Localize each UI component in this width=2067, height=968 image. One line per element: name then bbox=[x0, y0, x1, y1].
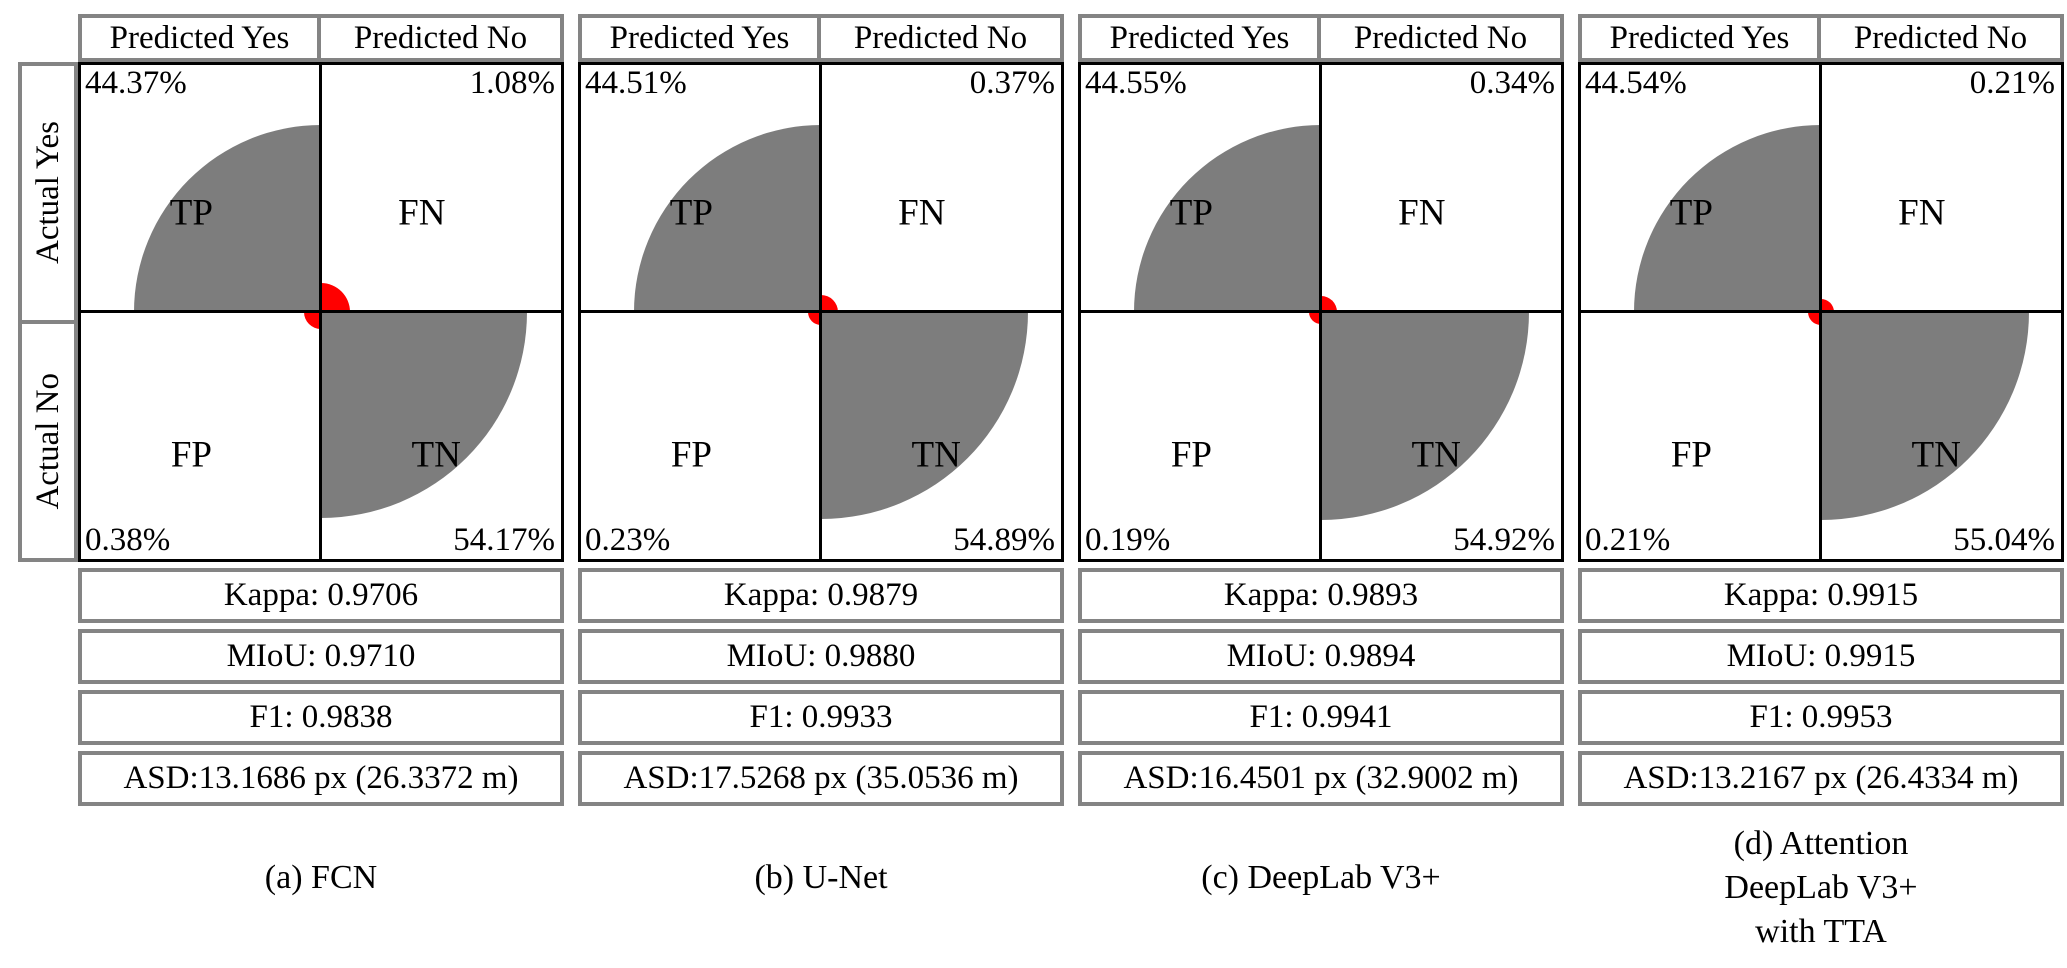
predicted-yes-header: Predicted Yes bbox=[1078, 14, 1321, 62]
fp-label: FP bbox=[170, 434, 212, 476]
tp-label: TP bbox=[1669, 192, 1713, 234]
fn-percentage: 0.34% bbox=[1469, 65, 1555, 101]
tn-label: TN bbox=[411, 434, 461, 476]
tn-quarter-disc bbox=[821, 312, 1028, 519]
f1-metric: F1: 0.9941 bbox=[1078, 690, 1564, 745]
column-header-row: Predicted Yes Predicted No bbox=[1078, 14, 1564, 62]
tp-label: TP bbox=[1169, 192, 1213, 234]
kappa-metric: Kappa: 0.9893 bbox=[1078, 568, 1564, 623]
panel-d-attention-deeplab-tta: Predicted Yes Predicted No 44.54% 0.21% … bbox=[1578, 14, 2064, 954]
fp-percentage: 0.23% bbox=[585, 522, 671, 558]
actual-yes-label: Actual Yes bbox=[18, 62, 78, 324]
fp-label: FP bbox=[1670, 434, 1712, 476]
tp-percentage: 44.37% bbox=[85, 65, 187, 101]
panel-a-main: Predicted Yes Predicted No 44.37% 1.08% … bbox=[78, 14, 564, 954]
miou-metric: MIoU: 0.9894 bbox=[1078, 629, 1564, 684]
tn-percentage: 55.04% bbox=[1953, 522, 2055, 558]
fp-percentage: 0.21% bbox=[1585, 522, 1671, 558]
column-header-row: Predicted Yes Predicted No bbox=[578, 14, 1064, 62]
matrix-horizontal-divider bbox=[81, 310, 561, 313]
tp-quarter-disc bbox=[134, 125, 321, 312]
f1-metric: F1: 0.9933 bbox=[578, 690, 1064, 745]
tp-quarter-disc bbox=[1634, 125, 1821, 312]
matrix-horizontal-divider bbox=[581, 310, 1061, 313]
asd-metric: ASD:13.2167 px (26.4334 m) bbox=[1578, 751, 2064, 806]
confusion-matrix: 44.51% 0.37% 0.23% 54.89% TP FN FP TN bbox=[578, 62, 1064, 562]
predicted-no-header: Predicted No bbox=[1817, 14, 2064, 62]
fn-label: FN bbox=[398, 192, 446, 234]
matrix-horizontal-divider bbox=[1581, 310, 2061, 313]
asd-metric: ASD:13.1686 px (26.3372 m) bbox=[78, 751, 564, 806]
tp-quarter-disc bbox=[634, 125, 821, 312]
tn-percentage: 54.89% bbox=[953, 522, 1055, 558]
panel-caption-line: with TTA bbox=[1755, 913, 1887, 950]
actual-no-label: Actual No bbox=[18, 320, 78, 562]
panel-c-main: Predicted Yes Predicted No 44.55% 0.34% … bbox=[1078, 14, 1564, 954]
tn-quarter-disc bbox=[1321, 312, 1529, 520]
kappa-metric: Kappa: 0.9706 bbox=[78, 568, 564, 623]
tn-label: TN bbox=[1911, 434, 1961, 476]
tn-label: TN bbox=[911, 434, 961, 476]
tn-percentage: 54.17% bbox=[453, 522, 555, 558]
predicted-no-header: Predicted No bbox=[817, 14, 1064, 62]
tp-percentage: 44.51% bbox=[585, 65, 687, 101]
miou-metric: MIoU: 0.9880 bbox=[578, 629, 1064, 684]
row-label-column: Actual Yes Actual No bbox=[18, 62, 78, 954]
kappa-metric: Kappa: 0.9915 bbox=[1578, 568, 2064, 623]
panel-caption: (d) Attention DeepLab V3+ with TTA bbox=[1578, 822, 2064, 954]
panel-a-fcn: Actual Yes Actual No Predicted Yes Predi… bbox=[18, 14, 564, 954]
predicted-yes-header: Predicted Yes bbox=[578, 14, 821, 62]
fn-label: FN bbox=[898, 192, 946, 234]
column-header-row: Predicted Yes Predicted No bbox=[1578, 14, 2064, 62]
predicted-no-header: Predicted No bbox=[1317, 14, 1564, 62]
tp-quarter-disc bbox=[1134, 125, 1321, 312]
panel-b-main: Predicted Yes Predicted No 44.51% 0.37% … bbox=[578, 14, 1064, 954]
kappa-metric: Kappa: 0.9879 bbox=[578, 568, 1064, 623]
panel-caption-line: (d) Attention bbox=[1733, 825, 1909, 862]
panel-b-unet: Predicted Yes Predicted No 44.51% 0.37% … bbox=[578, 14, 1064, 954]
predicted-yes-header: Predicted Yes bbox=[1578, 14, 1821, 62]
matrix-horizontal-divider bbox=[1081, 310, 1561, 313]
panel-caption-line: DeepLab V3+ bbox=[1724, 869, 1918, 906]
panel-d-main: Predicted Yes Predicted No 44.54% 0.21% … bbox=[1578, 14, 2064, 954]
column-header-row: Predicted Yes Predicted No bbox=[78, 14, 564, 62]
panel-caption: (c) DeepLab V3+ bbox=[1201, 859, 1441, 896]
fn-quarter-disc bbox=[321, 283, 350, 312]
tn-quarter-disc bbox=[321, 312, 527, 518]
tn-percentage: 54.92% bbox=[1453, 522, 1555, 558]
f1-metric: F1: 0.9838 bbox=[78, 690, 564, 745]
fp-label: FP bbox=[670, 434, 712, 476]
miou-metric: MIoU: 0.9915 bbox=[1578, 629, 2064, 684]
confusion-matrix: 44.54% 0.21% 0.21% 55.04% TP FN FP TN bbox=[1578, 62, 2064, 562]
fp-percentage: 0.19% bbox=[1085, 522, 1171, 558]
panel-c-deeplab: Predicted Yes Predicted No 44.55% 0.34% … bbox=[1078, 14, 1564, 954]
fn-percentage: 1.08% bbox=[469, 65, 555, 101]
asd-metric: ASD:17.5268 px (35.0536 m) bbox=[578, 751, 1064, 806]
f1-metric: F1: 0.9953 bbox=[1578, 690, 2064, 745]
fn-percentage: 0.21% bbox=[1969, 65, 2055, 101]
confusion-matrix: 44.55% 0.34% 0.19% 54.92% TP FN FP TN bbox=[1078, 62, 1564, 562]
fp-percentage: 0.38% bbox=[85, 522, 171, 558]
tp-percentage: 44.55% bbox=[1085, 65, 1187, 101]
confusion-matrix: 44.37% 1.08% 0.38% 54.17% TP FN FP TN bbox=[78, 62, 564, 562]
tp-percentage: 44.54% bbox=[1585, 65, 1687, 101]
panel-caption: (a) FCN bbox=[264, 859, 378, 896]
panel-caption: (b) U-Net bbox=[754, 859, 888, 896]
tn-quarter-disc bbox=[1821, 312, 2029, 520]
fn-percentage: 0.37% bbox=[969, 65, 1055, 101]
tn-label: TN bbox=[1411, 434, 1461, 476]
predicted-yes-header: Predicted Yes bbox=[78, 14, 321, 62]
miou-metric: MIoU: 0.9710 bbox=[78, 629, 564, 684]
fp-label: FP bbox=[1170, 434, 1212, 476]
tp-label: TP bbox=[669, 192, 713, 234]
fn-label: FN bbox=[1898, 192, 1946, 234]
fn-label: FN bbox=[1398, 192, 1446, 234]
asd-metric: ASD:16.4501 px (32.9002 m) bbox=[1078, 751, 1564, 806]
tp-label: TP bbox=[169, 192, 213, 234]
predicted-no-header: Predicted No bbox=[317, 14, 564, 62]
